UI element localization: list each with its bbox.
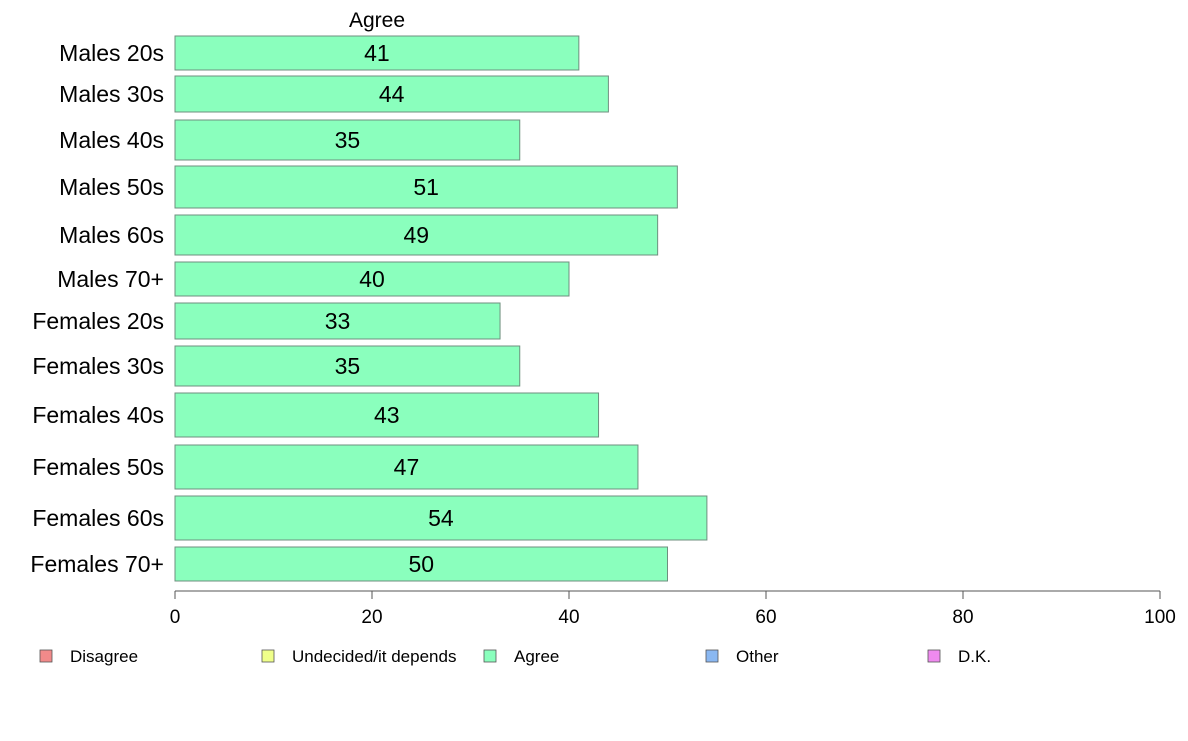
bars-layer: 41 Males 20s 44 Males 30s 35 Males 40s 51 Males… <box>30 35 708 582</box>
bar <box>174 546 668 582</box>
bar-value-label: 33 <box>325 308 351 334</box>
x-tick-label: 80 <box>952 607 973 628</box>
bar <box>174 119 521 161</box>
legend-swatch <box>483 649 497 663</box>
bar-value-label: 44 <box>379 81 405 107</box>
category-label: Females 30s <box>32 353 164 379</box>
bar <box>174 495 708 541</box>
x-tick-label: 60 <box>755 607 776 628</box>
category-label: Males 30s <box>59 81 164 107</box>
category-label: Males 40s <box>59 127 164 153</box>
bar-value-label: 51 <box>413 174 439 200</box>
bar <box>174 392 600 438</box>
bar <box>174 35 580 71</box>
bar-value-label: 41 <box>364 40 390 66</box>
legend-swatch <box>705 649 719 663</box>
category-label: Males 70+ <box>57 266 164 292</box>
legend-swatch <box>39 649 53 663</box>
bar-value-label: 50 <box>408 551 434 577</box>
legend-swatch <box>261 649 275 663</box>
bar <box>174 261 570 297</box>
legend-label: D.K. <box>958 647 991 666</box>
bar <box>174 345 521 387</box>
bar <box>174 444 639 490</box>
category-label: Males 50s <box>59 174 164 200</box>
bar-value-label: 49 <box>404 222 430 248</box>
x-tick-label: 100 <box>1144 607 1176 628</box>
x-axis: 0 20 40 60 80 100 <box>170 590 1176 628</box>
legend-label: Undecided/it depends <box>292 647 456 666</box>
category-label: Females 40s <box>32 402 164 428</box>
legend-swatch <box>927 649 941 663</box>
bar <box>174 165 678 209</box>
legend-label: Disagree <box>70 647 138 666</box>
bar <box>174 302 501 340</box>
bar <box>174 214 659 256</box>
bar-value-label: 35 <box>335 353 361 379</box>
bar-value-label: 54 <box>428 505 454 531</box>
legend-label: Other <box>736 647 779 666</box>
category-label: Males 20s <box>59 40 164 66</box>
category-label: Females 70+ <box>30 551 164 577</box>
x-tick-label: 40 <box>558 607 579 628</box>
category-label: Females 60s <box>32 505 164 531</box>
category-label: Females 20s <box>32 308 164 334</box>
legend: Disagree Undecided/it depends Agree Other D.… <box>39 647 991 666</box>
bar-value-label: 47 <box>394 454 420 480</box>
chart-title: Agree <box>349 9 405 32</box>
bar-value-label: 40 <box>359 266 385 292</box>
bar <box>174 75 609 113</box>
legend-label: Agree <box>514 647 559 666</box>
x-tick-label: 20 <box>361 607 382 628</box>
bar-value-label: 35 <box>335 127 361 153</box>
x-tick-label: 0 <box>170 607 181 628</box>
category-label: Males 60s <box>59 222 164 248</box>
bar-value-label: 43 <box>374 402 400 428</box>
category-label: Females 50s <box>32 454 164 480</box>
